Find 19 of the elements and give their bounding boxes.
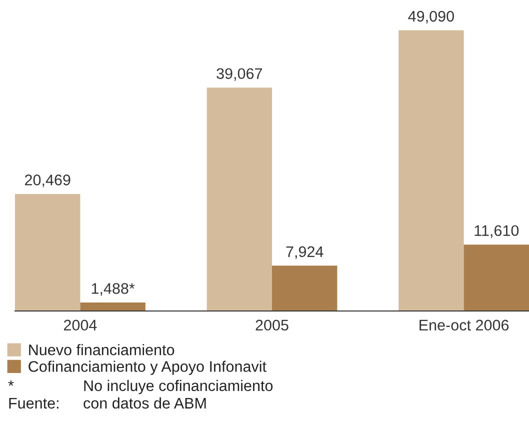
- data-label: 49,090: [408, 10, 454, 24]
- text: * No incluye cofinanciamiento: [8, 380, 273, 394]
- bar: [398, 30, 464, 311]
- data-label: 1,488*: [92, 283, 135, 296]
- bar: [15, 194, 80, 311]
- data-label: 20,469: [25, 174, 70, 188]
- data-label: 39,067: [216, 68, 262, 81]
- bar: [80, 302, 146, 311]
- data-label: 7,924: [286, 246, 324, 259]
- bar: [206, 88, 272, 311]
- x-tick-label: 2005: [256, 320, 288, 331]
- bar: [272, 266, 338, 311]
- legend-label: Cofinanciamiento y Apoyo Infonavit: [28, 360, 266, 375]
- x-tick-label: 2004: [64, 320, 97, 331]
- legend-label: Nuevo financiamiento: [29, 344, 174, 356]
- text: Fuente: con datos de ABM: [9, 397, 206, 409]
- bar: [464, 244, 529, 311]
- data-label: 11,610: [474, 225, 519, 238]
- x-tick-label: Ene-oct 2006: [420, 320, 509, 331]
